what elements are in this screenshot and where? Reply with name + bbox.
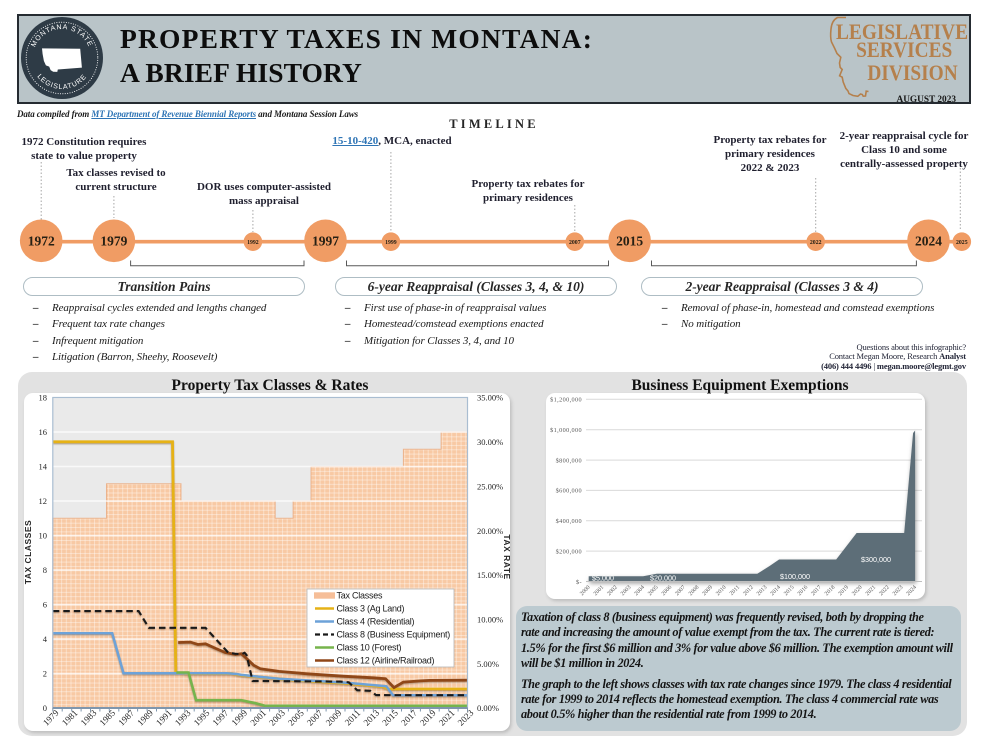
svg-text:2001: 2001 bbox=[593, 585, 606, 598]
svg-text:2020: 2020 bbox=[851, 585, 864, 598]
svg-text:1992: 1992 bbox=[247, 240, 259, 246]
svg-text:1999: 1999 bbox=[385, 240, 397, 246]
svg-text:2016: 2016 bbox=[797, 585, 810, 598]
svg-text:4: 4 bbox=[43, 634, 48, 644]
svg-text:2022: 2022 bbox=[810, 240, 822, 246]
svg-text:0: 0 bbox=[43, 703, 47, 713]
svg-text:2004: 2004 bbox=[634, 585, 647, 598]
svg-text:Class 8 (Business Equipment): Class 8 (Business Equipment) bbox=[337, 630, 451, 640]
svg-text:2013: 2013 bbox=[756, 585, 769, 598]
svg-text:15.00%: 15.00% bbox=[477, 570, 503, 580]
svg-text:1972: 1972 bbox=[28, 233, 55, 248]
svg-text:2015: 2015 bbox=[783, 585, 796, 598]
svg-text:Class 3 (Ag Land): Class 3 (Ag Land) bbox=[337, 604, 405, 614]
svg-text:1979: 1979 bbox=[100, 233, 127, 248]
svg-text:2024: 2024 bbox=[906, 585, 919, 598]
svg-text:30.00%: 30.00% bbox=[477, 437, 503, 447]
svg-text:2010: 2010 bbox=[715, 585, 728, 598]
svg-text:10.00%: 10.00% bbox=[477, 615, 503, 625]
svg-text:2007: 2007 bbox=[674, 585, 687, 598]
svg-text:1997: 1997 bbox=[312, 233, 339, 248]
svg-text:$1,000,000: $1,000,000 bbox=[550, 427, 582, 434]
svg-text:Class 4 (Residential): Class 4 (Residential) bbox=[337, 617, 415, 627]
svg-text:TAX CLASSES: TAX CLASSES bbox=[23, 520, 33, 584]
svg-text:$1,200,000: $1,200,000 bbox=[550, 397, 582, 404]
svg-text:10: 10 bbox=[39, 531, 48, 541]
svg-text:2008: 2008 bbox=[688, 585, 701, 598]
svg-text:2003: 2003 bbox=[620, 585, 633, 598]
svg-text:$400,000: $400,000 bbox=[556, 518, 582, 525]
svg-text:2021: 2021 bbox=[865, 585, 878, 598]
svg-text:12: 12 bbox=[39, 496, 48, 506]
svg-text:Tax Classes: Tax Classes bbox=[337, 591, 384, 601]
svg-text:2007: 2007 bbox=[569, 240, 581, 246]
svg-text:$600,000: $600,000 bbox=[556, 488, 582, 495]
svg-text:2023: 2023 bbox=[892, 585, 905, 598]
svg-text:2005: 2005 bbox=[647, 585, 660, 598]
svg-text:18: 18 bbox=[39, 393, 48, 403]
svg-text:$-: $- bbox=[576, 579, 582, 586]
svg-text:25.00%: 25.00% bbox=[477, 481, 503, 491]
svg-text:2014: 2014 bbox=[770, 585, 783, 598]
svg-text:$200,000: $200,000 bbox=[556, 548, 582, 555]
svg-text:2019: 2019 bbox=[838, 585, 851, 598]
svg-text:8: 8 bbox=[43, 565, 47, 575]
svg-text:2006: 2006 bbox=[661, 585, 674, 598]
svg-text:$300,000: $300,000 bbox=[861, 555, 891, 564]
svg-text:$100,000: $100,000 bbox=[780, 572, 810, 581]
svg-text:2018: 2018 bbox=[824, 585, 837, 598]
svg-text:2022: 2022 bbox=[878, 585, 891, 598]
svg-text:5.00%: 5.00% bbox=[477, 659, 499, 669]
svg-text:Class 10 (Forest): Class 10 (Forest) bbox=[337, 643, 402, 653]
svg-text:TAX RATE: TAX RATE bbox=[502, 534, 512, 579]
svg-text:2009: 2009 bbox=[702, 585, 715, 598]
svg-text:2025: 2025 bbox=[956, 240, 968, 246]
svg-text:2015: 2015 bbox=[616, 233, 643, 248]
svg-text:$800,000: $800,000 bbox=[556, 457, 582, 464]
svg-text:2011: 2011 bbox=[729, 585, 741, 597]
svg-text:0.00%: 0.00% bbox=[477, 703, 499, 713]
svg-text:2012: 2012 bbox=[742, 585, 755, 598]
svg-text:2002: 2002 bbox=[606, 585, 619, 598]
svg-text:2000: 2000 bbox=[579, 585, 592, 598]
svg-text:35.00%: 35.00% bbox=[477, 393, 503, 403]
svg-text:20.00%: 20.00% bbox=[477, 526, 503, 536]
svg-text:2: 2 bbox=[43, 669, 47, 679]
svg-text:Class 12 (Airline/Railroad): Class 12 (Airline/Railroad) bbox=[337, 656, 435, 666]
svg-text:2017: 2017 bbox=[810, 585, 823, 598]
svg-text:6: 6 bbox=[43, 600, 47, 610]
svg-text:16: 16 bbox=[39, 427, 48, 437]
svg-text:14: 14 bbox=[39, 462, 48, 472]
svg-text:2024: 2024 bbox=[915, 233, 942, 248]
svg-text:$5,000: $5,000 bbox=[592, 574, 614, 583]
svg-text:$20,000: $20,000 bbox=[650, 574, 676, 583]
